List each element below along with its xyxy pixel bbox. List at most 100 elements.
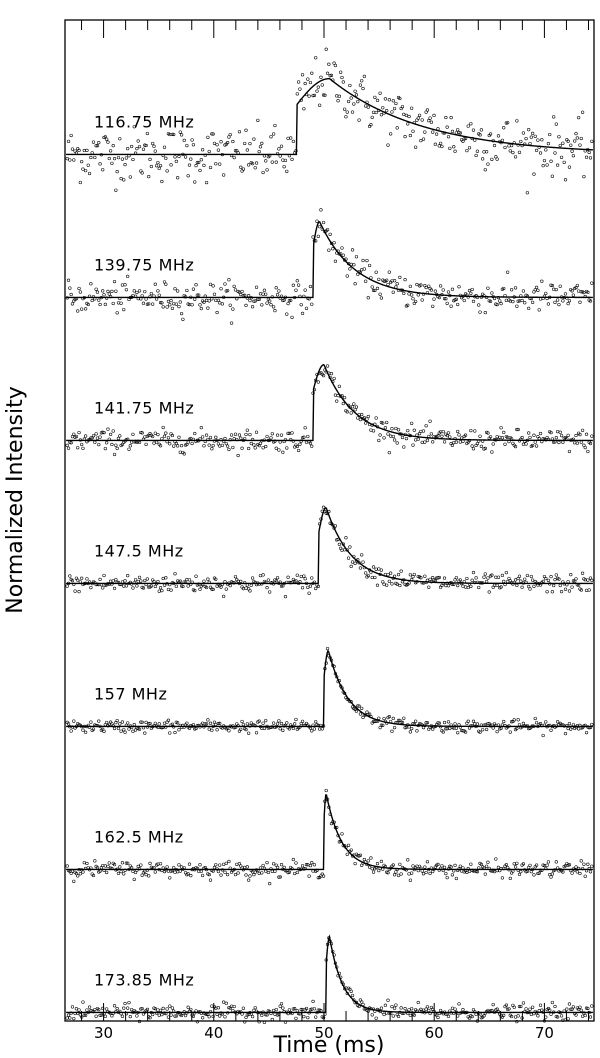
data-point xyxy=(579,588,583,592)
data-point xyxy=(68,286,72,290)
data-point xyxy=(222,594,226,599)
data-point xyxy=(329,372,334,376)
data-point xyxy=(198,587,202,591)
data-point xyxy=(94,1014,98,1018)
data-point xyxy=(546,860,551,864)
data-point xyxy=(348,545,352,549)
data-point xyxy=(574,577,578,581)
data-point xyxy=(436,434,440,438)
data-point xyxy=(170,433,175,438)
data-point xyxy=(130,144,134,149)
data-point xyxy=(77,430,81,435)
frequency-label: 139.75 MHz xyxy=(94,255,194,274)
data-point xyxy=(398,275,402,280)
data-point xyxy=(588,156,593,160)
data-point xyxy=(542,159,547,163)
data-point xyxy=(374,110,378,115)
data-point xyxy=(385,109,389,113)
data-point xyxy=(132,877,136,881)
data-point xyxy=(302,107,306,111)
data-point xyxy=(490,573,494,577)
data-point xyxy=(215,1012,219,1016)
data-point xyxy=(264,1013,268,1017)
data-point xyxy=(387,451,391,455)
data-point xyxy=(402,445,406,449)
data-point xyxy=(186,584,190,588)
data-point xyxy=(302,1015,306,1019)
data-point xyxy=(228,584,232,588)
data-point xyxy=(318,727,322,731)
data-point xyxy=(356,416,360,420)
data-point xyxy=(360,706,364,710)
data-point xyxy=(425,860,430,864)
data-point xyxy=(93,1007,97,1012)
data-point xyxy=(103,446,107,451)
data-point xyxy=(427,119,431,123)
data-point xyxy=(266,578,270,582)
data-point xyxy=(571,723,576,727)
data-point xyxy=(265,301,269,305)
data-point xyxy=(122,728,126,732)
data-point xyxy=(536,1014,540,1018)
data-point xyxy=(257,149,261,154)
data-point xyxy=(536,138,540,142)
data-point xyxy=(111,144,115,148)
data-point xyxy=(265,586,269,590)
data-point xyxy=(135,290,139,295)
data-point xyxy=(136,139,140,143)
data-point xyxy=(325,646,330,651)
data-point xyxy=(371,565,376,569)
data-point xyxy=(185,143,189,148)
data-point xyxy=(286,575,290,579)
data-point xyxy=(228,132,232,137)
data-point xyxy=(411,297,415,301)
data-point xyxy=(293,871,297,876)
data-point xyxy=(258,573,263,578)
data-point xyxy=(379,296,384,300)
data-point xyxy=(407,114,411,119)
data-point xyxy=(358,712,363,716)
data-point xyxy=(149,291,153,296)
data-point xyxy=(295,870,299,875)
data-point xyxy=(386,143,390,147)
data-point xyxy=(411,864,415,868)
data-point xyxy=(519,139,523,144)
data-point xyxy=(536,288,540,292)
data-point xyxy=(392,438,397,442)
data-point xyxy=(287,870,292,874)
data-point xyxy=(420,298,424,302)
data-point xyxy=(515,427,519,432)
data-point xyxy=(275,433,280,437)
data-point xyxy=(106,289,110,294)
data-point xyxy=(224,441,228,446)
data-point xyxy=(367,263,372,268)
data-point xyxy=(390,427,394,431)
data-point xyxy=(562,160,566,164)
data-point xyxy=(490,450,494,454)
data-point xyxy=(91,727,96,731)
data-point xyxy=(207,299,211,303)
data-point xyxy=(438,284,443,288)
data-point xyxy=(173,572,177,576)
data-point xyxy=(112,726,117,731)
data-point xyxy=(386,432,390,436)
data-point xyxy=(519,870,523,874)
data-point xyxy=(202,300,206,304)
data-point xyxy=(304,306,309,310)
data-point xyxy=(304,440,309,444)
data-point xyxy=(521,289,526,293)
data-point xyxy=(336,99,340,103)
data-point xyxy=(224,587,228,591)
data-point xyxy=(173,1014,177,1018)
data-point xyxy=(511,300,515,304)
data-point xyxy=(195,1020,199,1024)
data-point xyxy=(110,289,114,294)
frequency-label: 147.5 MHz xyxy=(94,541,184,560)
data-point xyxy=(126,861,130,865)
data-point xyxy=(123,163,127,167)
data-point xyxy=(112,452,117,457)
data-point xyxy=(169,588,173,592)
data-point xyxy=(580,1014,585,1018)
data-point xyxy=(310,71,314,75)
data-point xyxy=(185,288,189,293)
